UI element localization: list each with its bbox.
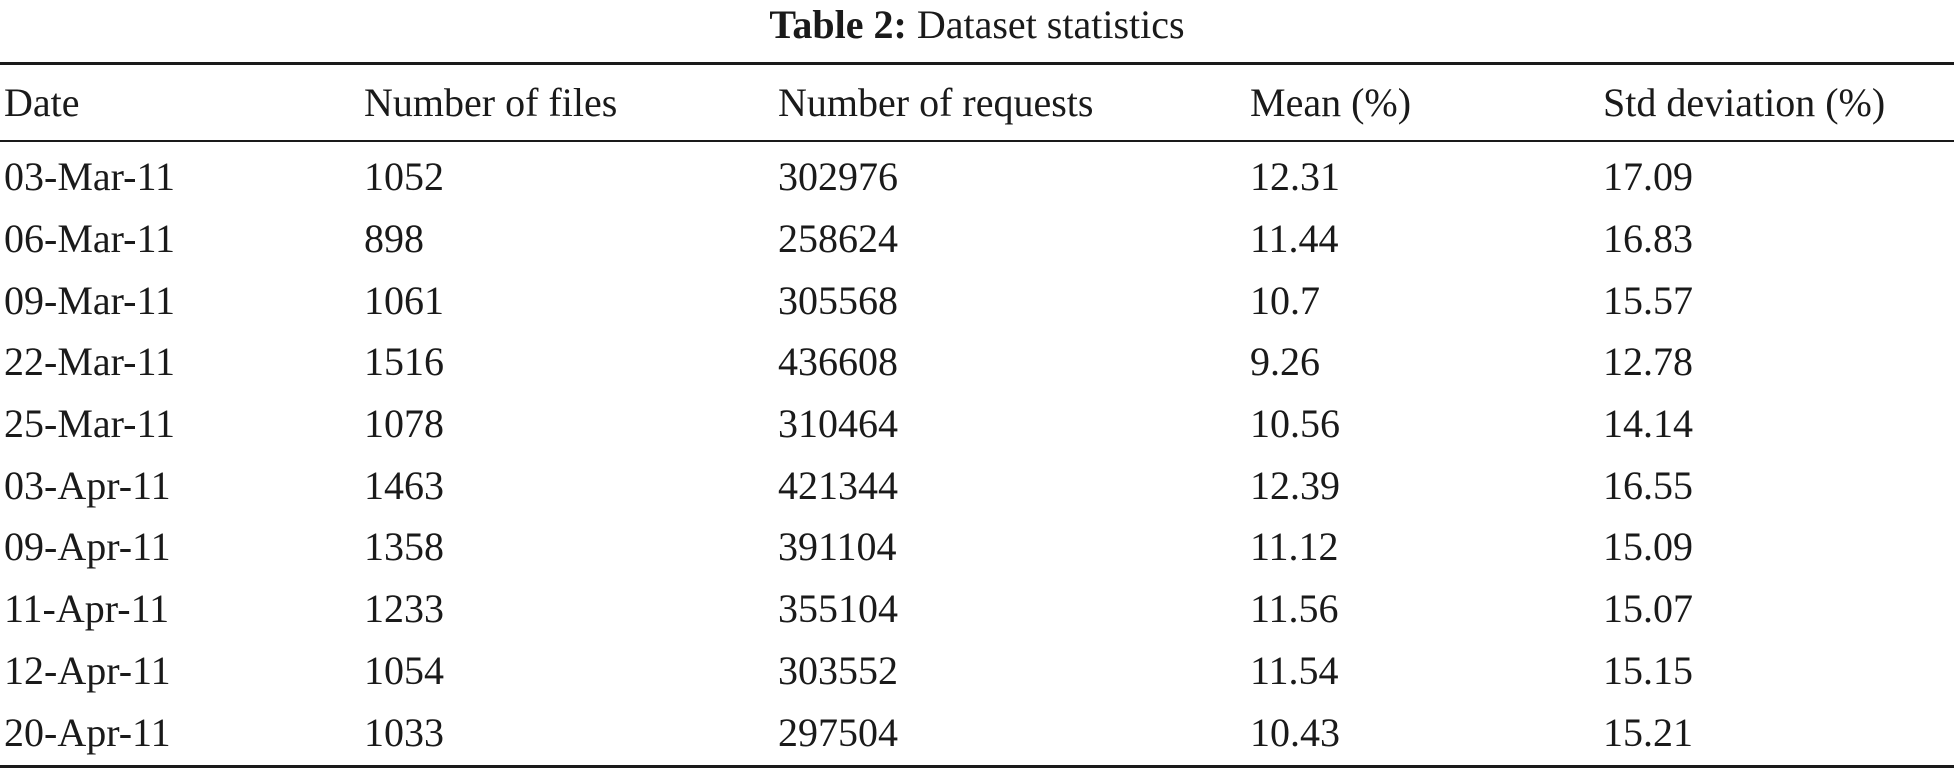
cell-std-deviation: 15.57	[1603, 277, 1693, 323]
table-row: 03-Mar-11 1052 302976 12.31 17.09	[0, 146, 1954, 208]
cell-std-deviation: 14.14	[1603, 401, 1693, 447]
cell-mean: 11.54	[1250, 647, 1339, 693]
cell-date: 20-Apr-11	[4, 709, 171, 755]
cell-number-of-files: 898	[364, 216, 424, 262]
table-row: 09-Mar-11 1061 305568 10.7 15.57	[0, 269, 1954, 331]
table-caption: Table 2: Dataset statistics	[0, 0, 1954, 56]
cell-number-of-files: 1233	[364, 586, 444, 632]
column-header-mean: Mean (%)	[1250, 79, 1412, 125]
cell-std-deviation: 15.07	[1603, 586, 1693, 632]
cell-date: 09-Mar-11	[4, 277, 175, 323]
table-row: 25-Mar-11 1078 310464 10.56 14.14	[0, 393, 1954, 455]
cell-mean: 10.43	[1250, 709, 1340, 755]
cell-number-of-requests: 355104	[778, 586, 898, 632]
cell-number-of-requests: 391104	[778, 524, 897, 570]
table-row: 22-Mar-11 1516 436608 9.26 12.78	[0, 331, 1954, 393]
cell-number-of-files: 1033	[364, 709, 444, 755]
table-body: 03-Mar-11 1052 302976 12.31 17.09 06-Mar…	[0, 146, 1954, 763]
column-header-date: Date	[4, 79, 80, 125]
table-row: 11-Apr-11 1233 355104 11.56 15.07	[0, 578, 1954, 640]
cell-std-deviation: 15.21	[1603, 709, 1693, 755]
cell-std-deviation: 15.09	[1603, 524, 1693, 570]
cell-number-of-requests: 310464	[778, 401, 898, 447]
table-row: 06-Mar-11 898 258624 11.44 16.83	[0, 208, 1954, 270]
cell-std-deviation: 16.83	[1603, 216, 1693, 262]
cell-date: 12-Apr-11	[4, 647, 171, 693]
cell-date: 06-Mar-11	[4, 216, 175, 262]
cell-date: 25-Mar-11	[4, 401, 175, 447]
cell-number-of-requests: 421344	[778, 462, 898, 508]
cell-number-of-requests: 297504	[778, 709, 898, 755]
table-caption-label: Table 2:	[769, 2, 907, 47]
cell-number-of-files: 1054	[364, 647, 444, 693]
table-row: 09-Apr-11 1358 391104 11.12 15.09	[0, 516, 1954, 578]
cell-number-of-files: 1052	[364, 154, 444, 200]
header-row: Date Number of files Number of requests …	[0, 66, 1954, 138]
cell-number-of-requests: 305568	[778, 277, 898, 323]
cell-mean: 10.7	[1250, 277, 1320, 323]
table-header: Date Number of files Number of requests …	[0, 66, 1954, 138]
cell-number-of-files: 1078	[364, 401, 444, 447]
cell-number-of-files: 1358	[364, 524, 444, 570]
cell-mean: 11.12	[1250, 524, 1339, 570]
cell-number-of-files: 1061	[364, 277, 444, 323]
column-header-number-of-requests: Number of requests	[778, 79, 1094, 125]
cell-date: 09-Apr-11	[4, 524, 171, 570]
header-rule	[0, 140, 1954, 142]
table-caption-text: Dataset statistics	[916, 2, 1185, 47]
column-header-std-deviation: Std deviation (%)	[1603, 79, 1886, 125]
cell-mean: 11.56	[1250, 586, 1339, 632]
cell-std-deviation: 15.15	[1603, 647, 1693, 693]
cell-mean: 12.39	[1250, 462, 1340, 508]
cell-date: 03-Mar-11	[4, 154, 175, 200]
table-row: 03-Apr-11 1463 421344 12.39 16.55	[0, 454, 1954, 516]
cell-mean: 10.56	[1250, 401, 1340, 447]
cell-date: 03-Apr-11	[4, 462, 171, 508]
cell-number-of-requests: 302976	[778, 154, 898, 200]
cell-std-deviation: 12.78	[1603, 339, 1693, 385]
cell-number-of-files: 1463	[364, 462, 444, 508]
cell-date: 11-Apr-11	[4, 586, 170, 632]
table-row: 12-Apr-11 1054 303552 11.54 15.15	[0, 640, 1954, 702]
cell-mean: 11.44	[1250, 216, 1339, 262]
cell-std-deviation: 17.09	[1603, 154, 1693, 200]
cell-number-of-files: 1516	[364, 339, 444, 385]
cell-mean: 9.26	[1250, 339, 1320, 385]
cell-std-deviation: 16.55	[1603, 462, 1693, 508]
top-rule	[0, 62, 1954, 65]
bottom-rule	[0, 765, 1954, 768]
table-row: 20-Apr-11 1033 297504 10.43 15.21	[0, 701, 1954, 763]
cell-mean: 12.31	[1250, 154, 1340, 200]
cell-number-of-requests: 436608	[778, 339, 898, 385]
cell-number-of-requests: 258624	[778, 216, 898, 262]
column-header-number-of-files: Number of files	[364, 79, 618, 125]
cell-number-of-requests: 303552	[778, 647, 898, 693]
cell-date: 22-Mar-11	[4, 339, 175, 385]
